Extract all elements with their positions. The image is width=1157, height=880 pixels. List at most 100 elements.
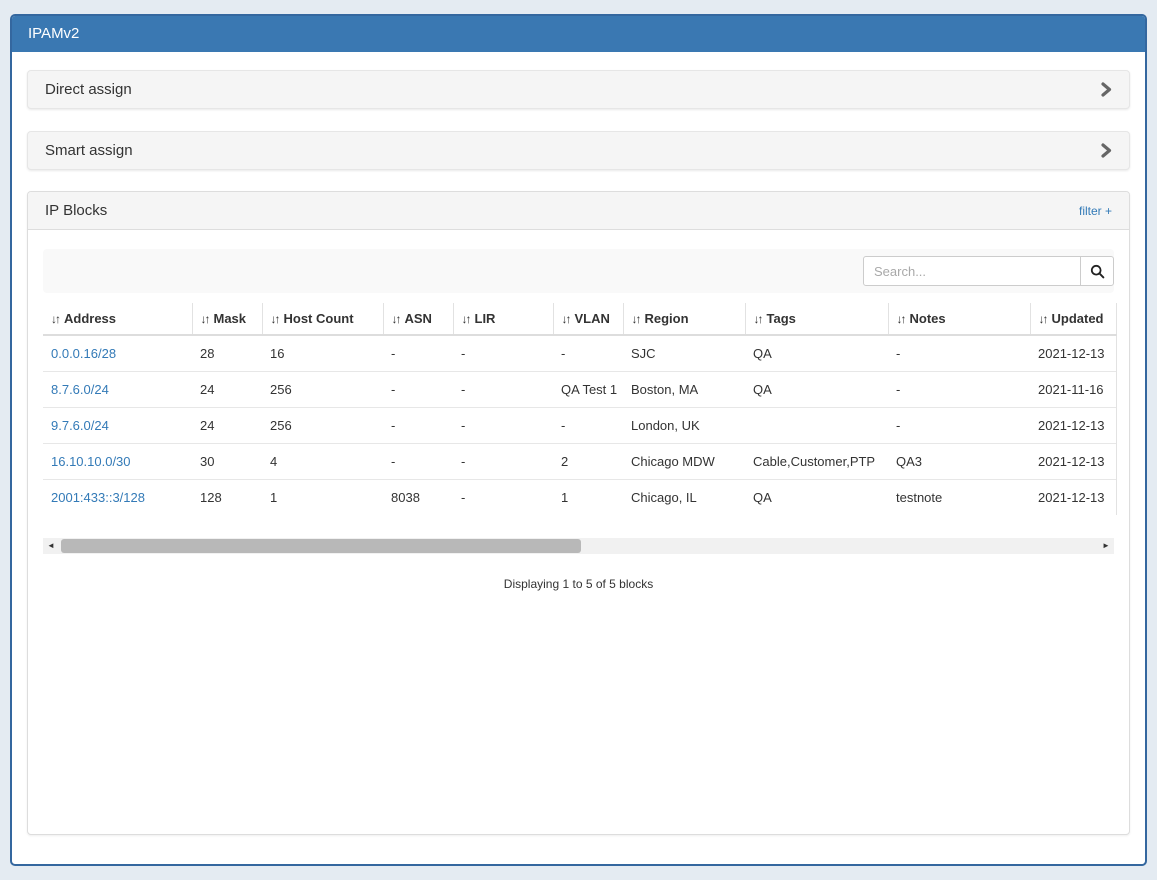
column-header-address[interactable]: ↓↑Address [43,303,192,335]
cell-vlan: 2 [553,444,623,480]
table-row: 9.7.6.0/24 24 256 - - - London, UK - 202… [43,408,1116,444]
smart-assign-label: Smart assign [45,142,133,159]
cell-updated: 2021-12-13 [1030,335,1116,372]
column-label: VLAN [575,311,610,326]
column-label: Host Count [284,311,354,326]
column-header-mask[interactable]: ↓↑ Mask [192,303,262,335]
ip-blocks-panel-body: ↓↑Address ↓↑ Mask ↓↑ Host Count ↓↑ ASN ↓↑LI… [28,230,1129,591]
column-label: ASN [405,311,432,326]
cell-lir: - [453,372,553,408]
cell-tags: QA [745,335,888,372]
cell-asn: - [383,372,453,408]
column-header-updated[interactable]: ↓↑ Updated [1030,303,1116,335]
sort-icon: ↓↑ [754,312,762,326]
column-header-notes[interactable]: ↓↑ Notes [888,303,1030,335]
cell-host-count: 256 [262,372,383,408]
cell-tags: QA [745,480,888,516]
cell-host-count: 16 [262,335,383,372]
ip-blocks-panel: IP Blocks filter + ↓↑Addr [27,191,1130,835]
cell-host-count: 4 [262,444,383,480]
table-row: 16.10.10.0/30 30 4 - - 2 Chicago MDW Cab… [43,444,1116,480]
cell-tags [745,408,888,444]
cell-lir: - [453,480,553,516]
cell-address: 0.0.0.16/28 [43,335,192,372]
app-title-bar: IPAMv2 [12,16,1145,52]
sort-icon: ↓↑ [392,312,400,326]
cell-tags: Cable,Customer,PTP [745,444,888,480]
ip-blocks-label: IP Blocks [45,202,107,219]
cell-lir: - [453,408,553,444]
address-link[interactable]: 16.10.10.0/30 [51,454,131,469]
cell-mask: 28 [192,335,262,372]
app-window: IPAMv2 Direct assign Smart assign IP Blo… [10,14,1147,866]
cell-notes: - [888,335,1030,372]
cell-updated: 2021-12-13 [1030,408,1116,444]
cell-asn: - [383,444,453,480]
cell-asn: - [383,408,453,444]
horizontal-scrollbar[interactable]: ◄ ► [43,538,1114,554]
cell-tags: QA [745,372,888,408]
cell-region: Chicago MDW [623,444,745,480]
app-title: IPAMv2 [28,25,79,42]
search-input-group [863,256,1114,286]
table-header-row: ↓↑Address ↓↑ Mask ↓↑ Host Count ↓↑ ASN ↓↑LI… [43,303,1116,335]
scroll-right-icon[interactable]: ► [1098,538,1114,554]
cell-vlan: QA Test 1 [553,372,623,408]
column-label: Updated [1052,311,1104,326]
filter-toggle-link[interactable]: filter + [1079,204,1112,218]
cell-mask: 128 [192,480,262,516]
column-header-host-count[interactable]: ↓↑ Host Count [262,303,383,335]
cell-updated: 2021-11-16 [1030,372,1116,408]
cell-host-count: 1 [262,480,383,516]
sort-icon: ↓↑ [271,312,279,326]
cell-vlan: - [553,335,623,372]
cell-address: 2001:433::3/128 [43,480,192,516]
cell-vlan: - [553,408,623,444]
cell-region: London, UK [623,408,745,444]
search-button[interactable] [1080,256,1114,286]
cell-mask: 24 [192,372,262,408]
cell-address: 16.10.10.0/30 [43,444,192,480]
column-label: Mask [214,311,247,326]
cell-notes: QA3 [888,444,1030,480]
column-header-region[interactable]: ↓↑Region [623,303,745,335]
cell-address: 9.7.6.0/24 [43,408,192,444]
column-header-asn[interactable]: ↓↑ ASN [383,303,453,335]
cell-updated: 2021-12-13 [1030,444,1116,480]
cell-notes: - [888,408,1030,444]
sort-icon: ↓↑ [462,312,470,326]
cell-vlan: 1 [553,480,623,516]
cell-mask: 24 [192,408,262,444]
cell-lir: - [453,335,553,372]
table-row: 2001:433::3/128 128 1 8038 - 1 Chicago, … [43,480,1116,516]
sort-icon: ↓↑ [51,312,59,326]
ip-blocks-panel-header: IP Blocks filter + [28,192,1129,230]
address-link[interactable]: 9.7.6.0/24 [51,418,109,433]
sort-icon: ↓↑ [201,312,209,326]
column-header-tags[interactable]: ↓↑ Tags [745,303,888,335]
cell-asn: 8038 [383,480,453,516]
address-link[interactable]: 0.0.0.16/28 [51,346,116,361]
column-header-lir[interactable]: ↓↑LIR [453,303,553,335]
column-label: Tags [767,311,796,326]
cell-host-count: 256 [262,408,383,444]
smart-assign-panel-header[interactable]: Smart assign [27,131,1130,170]
column-label: Region [645,311,689,326]
chevron-right-icon [1101,143,1112,158]
page-background: { "app": { "title": "IPAMv2" }, "panels"… [0,0,1157,880]
scroll-left-icon[interactable]: ◄ [43,538,59,554]
ip-blocks-table: ↓↑Address ↓↑ Mask ↓↑ Host Count ↓↑ ASN ↓↑LI… [43,303,1117,515]
cell-region: Chicago, IL [623,480,745,516]
search-toolbar [43,249,1114,293]
column-header-vlan[interactable]: ↓↑VLAN [553,303,623,335]
column-label: Notes [910,311,946,326]
address-link[interactable]: 8.7.6.0/24 [51,382,109,397]
sort-icon: ↓↑ [1039,312,1047,326]
address-link[interactable]: 2001:433::3/128 [51,490,145,505]
cell-notes: testnote [888,480,1030,516]
cell-region: Boston, MA [623,372,745,408]
sort-icon: ↓↑ [897,312,905,326]
direct-assign-panel-header[interactable]: Direct assign [27,70,1130,109]
scrollbar-thumb[interactable] [61,539,581,553]
search-input[interactable] [863,256,1081,286]
